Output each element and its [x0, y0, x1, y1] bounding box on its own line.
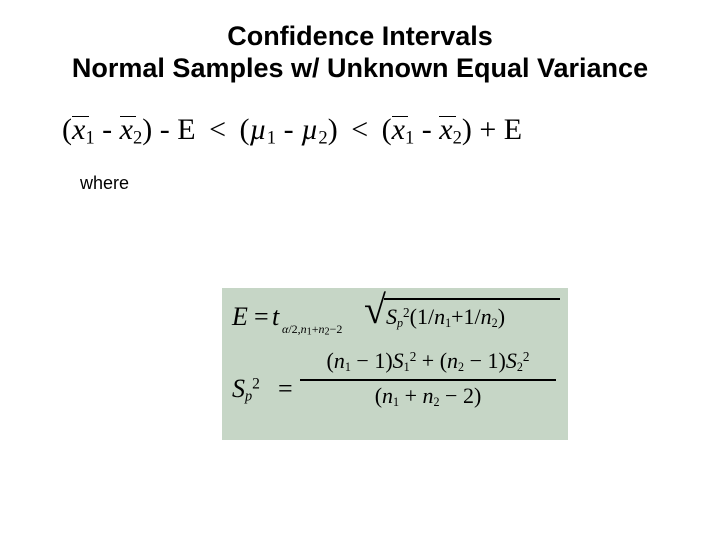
sub-2: 2: [133, 127, 142, 148]
numerator: (n1 − 1)S12 + (n2 − 1)S22: [300, 348, 556, 377]
where-label: where: [80, 173, 720, 194]
Sp2-lhs: Sp2: [232, 374, 260, 406]
sub-4: 2: [453, 127, 462, 148]
vinculum: [384, 298, 560, 300]
t-subscript: α/2,n1+n2−2: [282, 322, 342, 338]
paren-open: (: [62, 113, 72, 146]
E-lhs: E: [232, 302, 248, 332]
minus-1: -: [95, 113, 120, 146]
confidence-interval-inequality: (x1 - x2) - E < (µ1 - µ2) < (x1 - x2) + …: [62, 113, 720, 150]
formula-Sp2: Sp2 = (n1 − 1)S12 + (n2 − 1)S22 (n1 + n2…: [232, 348, 558, 438]
slide: Confidence Intervals Normal Samples w/ U…: [0, 0, 720, 540]
t-var: t: [272, 302, 279, 332]
Sp2-fraction: (n1 − 1)S12 + (n2 − 1)S22 (n1 + n2 − 2): [300, 348, 556, 410]
xbar-3: x: [392, 113, 405, 147]
E-eq: =: [254, 302, 269, 332]
formula-E: E = t α/2,n1+n2−2 √ Sp2(1/n1+1/n2): [232, 296, 558, 344]
mu2-sub: 2: [318, 127, 327, 148]
minus-3: -: [414, 113, 439, 146]
mu-2: µ: [301, 113, 318, 146]
title-line-2: Normal Samples w/ Unknown Equal Variance: [72, 53, 648, 83]
lt-1: <: [196, 113, 240, 146]
sub-1: 1: [85, 127, 94, 148]
paren-open-2: (: [240, 113, 250, 146]
denominator: (n1 + n2 − 2): [300, 383, 556, 410]
sqrt: √ Sp2(1/n1+1/n2): [364, 296, 564, 340]
paren-close-3: ): [462, 113, 472, 146]
minus-2: -: [276, 113, 301, 146]
radicand: Sp2(1/n1+1/n2): [386, 304, 505, 331]
slide-title: Confidence Intervals Normal Samples w/ U…: [60, 20, 660, 85]
xbar-1: x: [72, 113, 85, 147]
title-line-1: Confidence Intervals: [227, 21, 493, 51]
xbar-2: x: [120, 113, 133, 147]
minus-E: - E: [152, 113, 195, 146]
paren-close-1: ): [142, 113, 152, 146]
xbar-4: x: [439, 113, 452, 147]
radical-sign: √: [364, 290, 386, 330]
fraction-bar: [300, 379, 556, 381]
formula-box: E = t α/2,n1+n2−2 √ Sp2(1/n1+1/n2) Sp2 =…: [222, 288, 568, 440]
mu-1: µ: [250, 113, 267, 146]
paren-open-3: (: [382, 113, 392, 146]
mu1-sub: 1: [267, 127, 276, 148]
plus-E: + E: [472, 113, 522, 146]
sub-3: 1: [405, 127, 414, 148]
lt-2: <: [338, 113, 382, 146]
Sp2-eq: =: [278, 374, 293, 404]
paren-close-2: ): [328, 113, 338, 146]
